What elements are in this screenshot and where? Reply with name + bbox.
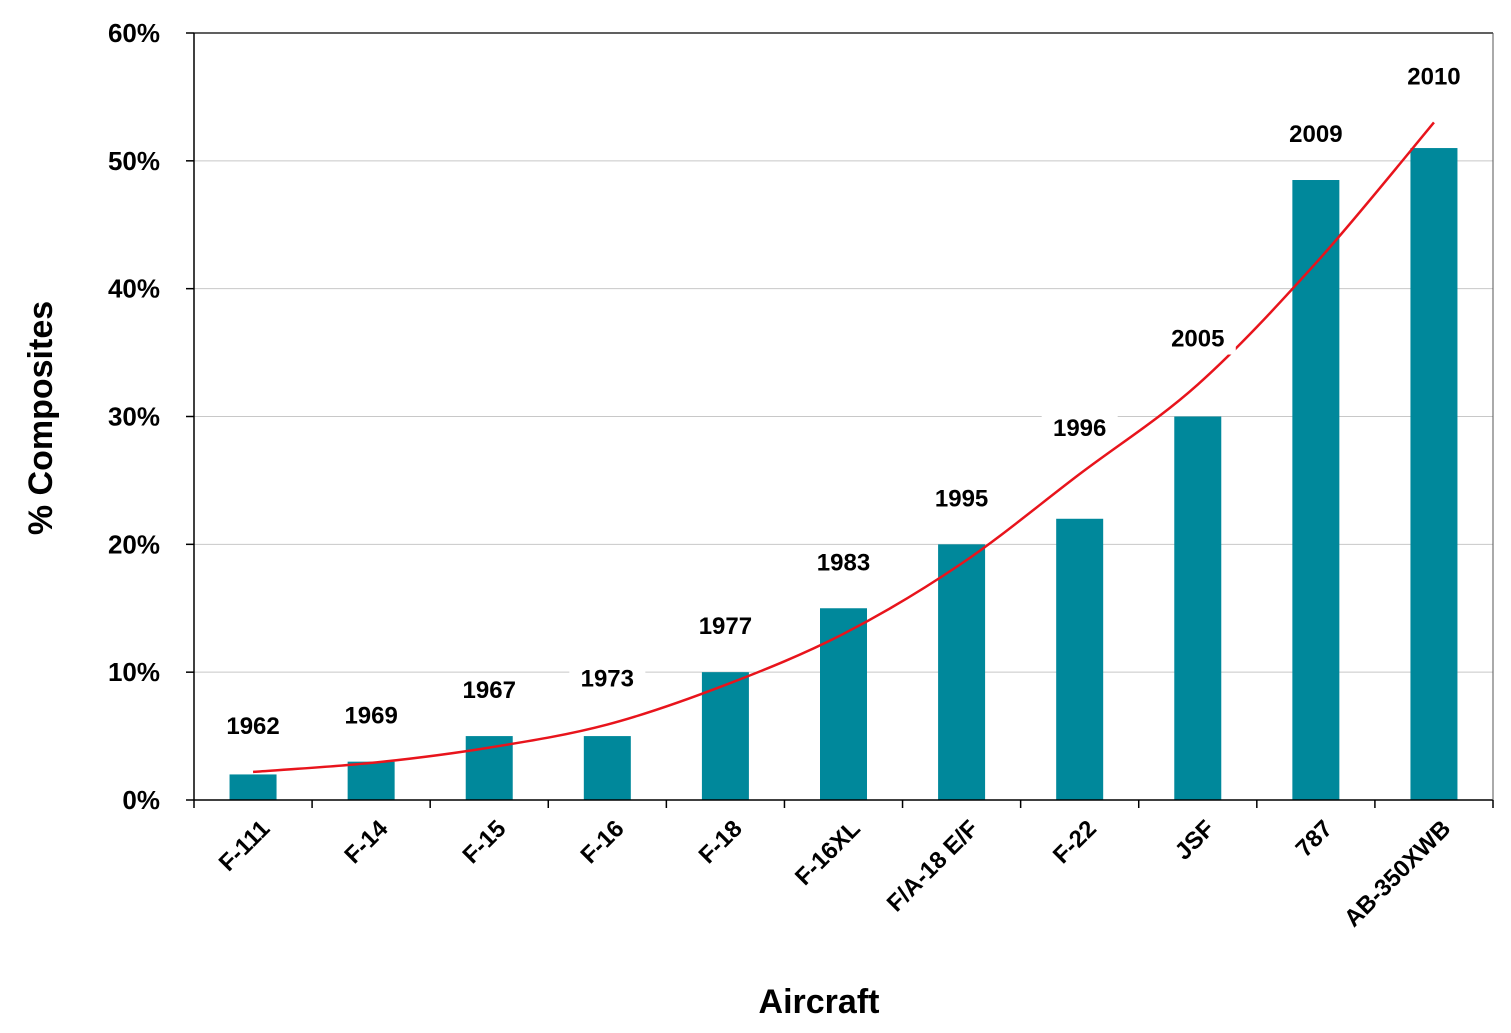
- bar: [347, 761, 395, 800]
- year-label-bg: [687, 610, 764, 643]
- bar: [1174, 416, 1222, 800]
- year-label: 1983: [817, 549, 870, 576]
- bar: [1056, 518, 1104, 800]
- x-tick-label: F-18: [694, 815, 748, 869]
- x-tick-label: F-15: [457, 815, 511, 869]
- year-label: 1967: [463, 677, 516, 704]
- year-label: 2010: [1407, 63, 1460, 90]
- year-label-bg: [923, 482, 1000, 515]
- x-tick-label: F-16: [576, 815, 630, 869]
- bars: [229, 148, 1458, 801]
- y-tick-labels: 0% 10% 20% 30% 40% 50% 60%: [108, 18, 160, 815]
- year-label: 1977: [699, 613, 752, 640]
- x-tick-label: JSF: [1170, 815, 1220, 865]
- y-tick-label: 20%: [108, 529, 160, 559]
- x-tick-label: F-16XL: [790, 815, 866, 891]
- year-label: 1969: [344, 703, 397, 730]
- trend-curve: [252, 121, 1435, 774]
- y-tick-label: 40%: [108, 274, 160, 304]
- x-tick-label: F/A-18 E/F: [882, 815, 984, 917]
- y-axis-title: % Composites: [22, 301, 60, 535]
- year-label-bg: [333, 699, 410, 732]
- y-tick-label: 60%: [108, 18, 160, 48]
- x-tick-labels: F-111 F-14 F-15 F-16 F-18 F-16XL F/A-18 E/F F-2…: [214, 815, 1456, 933]
- y-tick-label: 30%: [108, 402, 160, 432]
- y-tick-label: 50%: [108, 146, 160, 176]
- year-label-bg: [1041, 412, 1118, 445]
- x-tick-label: F-111: [214, 815, 276, 877]
- x-tick-label: F-22: [1048, 815, 1102, 869]
- x-tick-label: AB-350XWB: [1339, 815, 1456, 932]
- year-label: 1962: [226, 713, 279, 740]
- x-tick-label: F-14: [339, 815, 393, 869]
- year-labels: 1962 1969 1967 1973 1977 1983 1995 1996 2005 2009…: [215, 60, 1472, 742]
- bar: [701, 672, 749, 800]
- bar: [583, 736, 631, 800]
- bar: [229, 774, 277, 800]
- y-tick-label: 0%: [122, 785, 160, 815]
- bar: [820, 608, 867, 800]
- year-label-bg: [1159, 322, 1236, 355]
- year-label: 1973: [581, 666, 634, 693]
- x-axis-title: Aircraft: [759, 983, 880, 1021]
- bar: [1410, 148, 1458, 801]
- year-label-bg: [1277, 118, 1354, 151]
- year-label-bg: [569, 662, 646, 695]
- grid-lines: [194, 32, 1493, 673]
- bar: [1292, 180, 1340, 801]
- year-label-bg: [451, 674, 528, 707]
- year-label-bg: [215, 709, 292, 742]
- bar: [938, 544, 986, 800]
- x-tick-label: 787: [1291, 815, 1338, 862]
- year-label: 1996: [1053, 415, 1106, 442]
- trend-line: [252, 121, 1435, 774]
- year-label: 1995: [935, 485, 988, 512]
- y-tick-label: 10%: [108, 657, 160, 687]
- year-label-bg: [1395, 60, 1472, 93]
- year-label-bg: [805, 546, 882, 579]
- year-label: 2005: [1171, 326, 1224, 353]
- axes: [186, 32, 1494, 808]
- year-label: 2009: [1289, 121, 1342, 148]
